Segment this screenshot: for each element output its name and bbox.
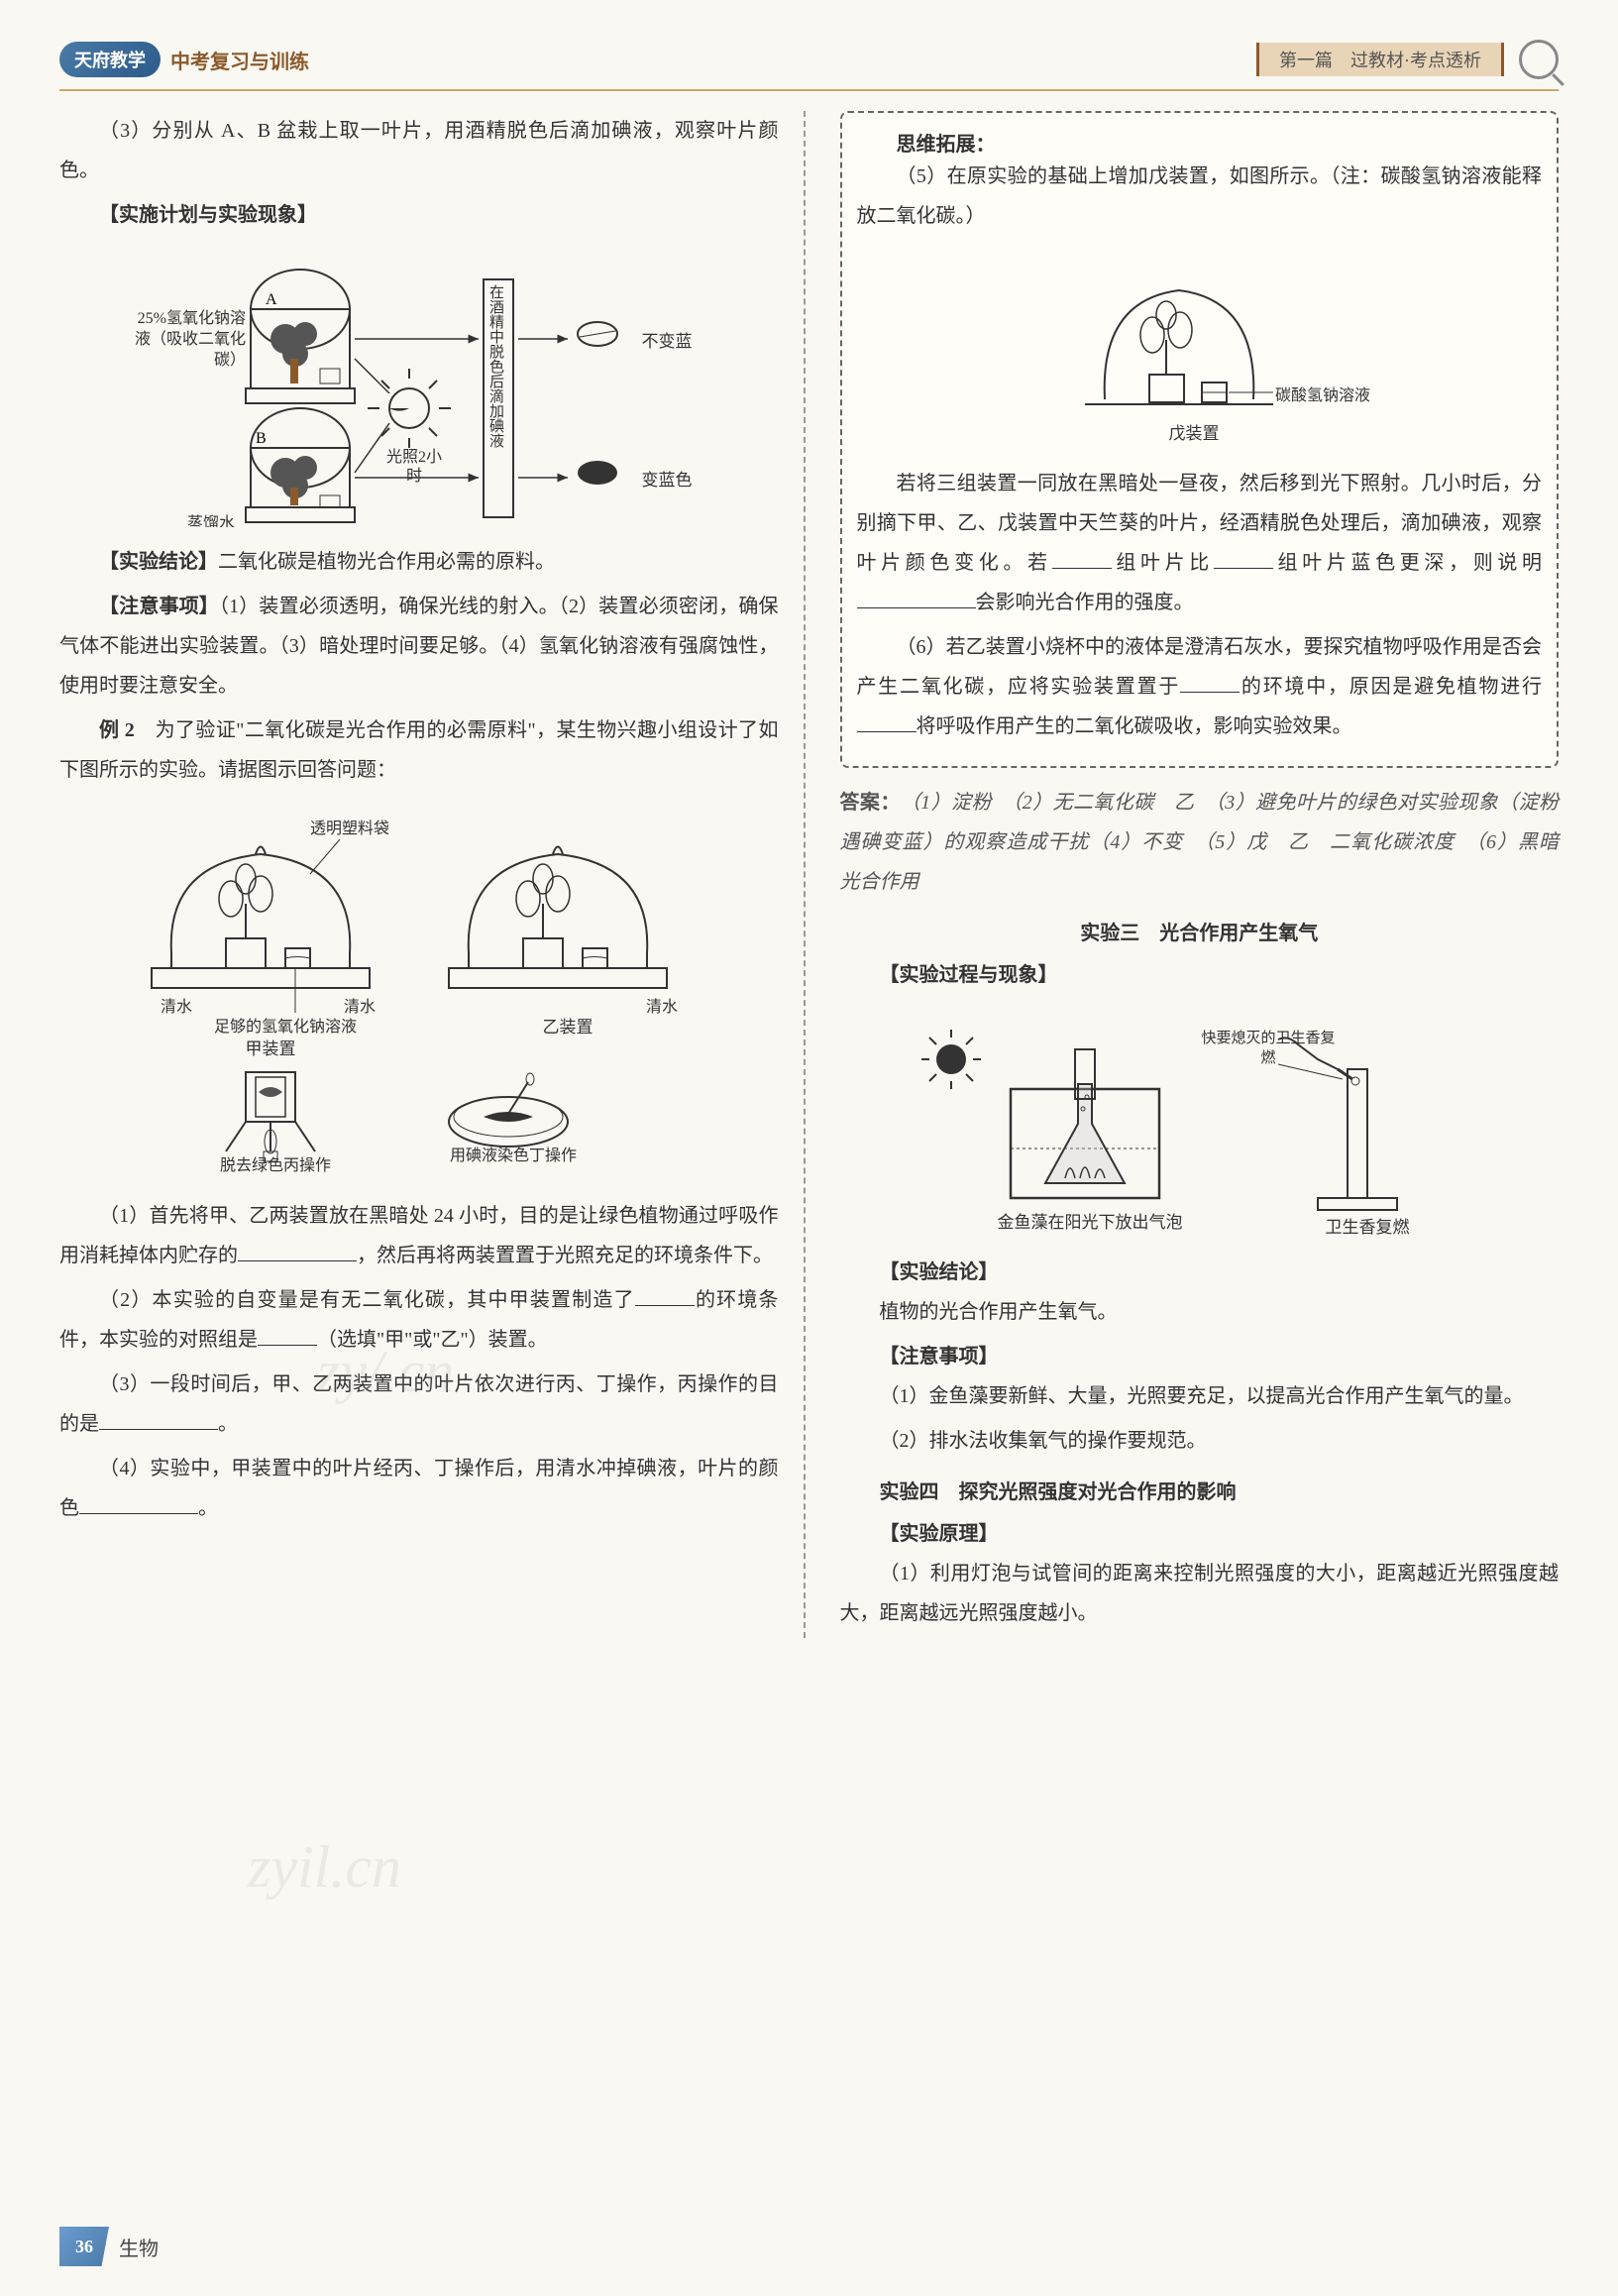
q2: （2）本实验的自变量是有无二氧化碳，其中甲装置制造了的环境条件，本实验的对照组是… [59, 1280, 779, 1360]
caption-wu: 戊装置 [1154, 419, 1234, 444]
conclusion-label: 【实验结论】 [99, 551, 218, 573]
main-content: （3）分别从 A、B 盆栽上取一叶片，用酒精脱色后滴加碘液，观察叶片颜色。 【实… [59, 111, 1559, 1638]
exp3-title: 实验三 光合作用产生氧气 [840, 917, 1560, 945]
exp3-note2: （2）排水法收集氧气的操作要规范。 [840, 1421, 1560, 1461]
subject-label: 生物 [119, 2233, 159, 2261]
q5-mid1: 组叶片比 [1112, 552, 1214, 574]
expansion-title: 思维拓展： [857, 128, 1543, 157]
diagram1-svg: A B [122, 250, 716, 527]
blank-q2b [258, 1322, 317, 1346]
blank-q6a [1180, 669, 1240, 693]
page-footer: 36 生物 [59, 2227, 159, 2266]
exp4-title: 实验四 探究光照强度对光合作用的影响 [840, 1476, 1560, 1504]
conclusion-para: 【实验结论】二氧化碳是植物光合作用必需的原料。 [59, 542, 779, 582]
blank-q2a [635, 1282, 695, 1306]
exp3-conclusion-label: 【实验结论】 [840, 1253, 1560, 1292]
label-water-yi: 清水 [637, 993, 687, 1017]
exp3-note1: （1）金鱼藻要新鲜、大量，光照要充足，以提高光合作用产生氧气的量。 [840, 1376, 1560, 1416]
caption-relight: 卫生香复燃 [1308, 1213, 1427, 1238]
left-column: （3）分别从 A、B 盆栽上取一叶片，用酒精脱色后滴加碘液，观察叶片颜色。 【实… [59, 111, 806, 1638]
label-process: 在酒精中脱色后滴加碘液 [486, 284, 504, 448]
diagram-oxygen: 快要熄灭的卫生香复燃 金鱼藻在阳光下放出气泡 卫生香复燃 [840, 1010, 1560, 1238]
notes-para: 【注意事项】（1）装置必须透明，确保光线的射入。（2）装置必须密闭，确保气体不能… [59, 587, 779, 706]
watermark2: zyil.cn [248, 1833, 401, 1902]
q5-end: 会影响光合作用的强度。 [976, 592, 1194, 613]
notes-label: 【注意事项】 [99, 596, 219, 617]
q4: （4）实验中，甲装置中的叶片经丙、丁操作后，用清水冲掉碘液，叶片的颜色。 [59, 1449, 779, 1528]
diagram3-svg: 碳酸氢钠溶液 戊装置 [1025, 251, 1372, 449]
header-right: 第一篇 过教材·考点透析 [1256, 40, 1559, 79]
answer-block: 答案：（1）淀粉 （2）无二氧化碳 乙 （3）避免叶片的绿色对实验现象（淀粉遇碘… [840, 783, 1560, 902]
exp3-conclusion: 植物的光合作用产生氧气。 [840, 1292, 1560, 1332]
answer-label: 答案： [840, 792, 901, 814]
logo-badge: 天府教学 [59, 42, 161, 77]
answer-content: （1）淀粉 （2）无二氧化碳 乙 （3）避免叶片的绿色对实验现象（淀粉遇碘变蓝）… [840, 792, 1579, 893]
label-light: 光照2小时 [384, 448, 444, 486]
page-container: 天府教学 中考复习与训练 第一篇 过教材·考点透析 （3）分别从 A、B 盆栽上… [0, 0, 1618, 2296]
chapter-label: 第一篇 过教材·考点透析 [1256, 43, 1504, 76]
caption-bubble: 金鱼藻在阳光下放出气泡 [981, 1208, 1199, 1233]
expansion-box: 思维拓展： （5）在原实验的基础上增加戊装置，如图所示。（注：碳酸氢钠溶液能释放… [840, 111, 1560, 768]
label-b: B [256, 430, 267, 447]
label-jia: 甲装置 [231, 1035, 310, 1059]
q6-mid: 的环境中，原因是避免植物进行 [1240, 676, 1542, 698]
q2-end: （选填"甲"或"乙"）装置。 [317, 1329, 548, 1351]
q3: （3）一段时间后，甲、乙两装置中的叶片依次进行丙、丁操作，丙操作的目的是。 [59, 1365, 779, 1444]
blank-q6b [857, 709, 917, 732]
example2-text: 为了验证"二氧化碳是光合作用的必需原料"，某生物兴趣小组设计了如下图所示的实验。… [59, 719, 779, 781]
q6-body: （6）若乙装置小烧杯中的液体是澄清石灰水，要探究植物呼吸作用是否会产生二氧化碳，… [857, 627, 1543, 746]
label-yi: 乙装置 [528, 1013, 607, 1038]
diagram2-svg: 透明塑料袋 清水 清水 清水 足够的氢氧化钠溶液 [112, 805, 726, 1181]
magnifier-icon [1519, 40, 1559, 79]
example2-label: 例 2 [99, 719, 135, 741]
label-incense: 快要熄灭的卫生香复燃 [1199, 1030, 1338, 1068]
label-distilled: 蒸馏水 [171, 509, 251, 527]
blank-q1 [238, 1238, 357, 1261]
q5-intro: （5）在原实验的基础上增加戊装置，如图所示。（注：碳酸氢钠溶液能释放二氧化碳。） [857, 157, 1543, 236]
exp3-process-label: 【实验过程与现象】 [840, 955, 1560, 995]
q5-mid2: 组叶片蓝色更深，则说明 [1273, 552, 1542, 574]
blank-q5c [857, 585, 976, 608]
conclusion-text: 二氧化碳是植物光合作用必需的原料。 [218, 551, 555, 573]
exp4-principle: （1）利用灯泡与试管间的距离来控制光照强度的大小，距离越近光照强度越大，距离越远… [840, 1554, 1560, 1633]
result-no-blue: 不变蓝 [627, 327, 706, 352]
diagram-experiment2: 透明塑料袋 清水 清水 清水 足够的氢氧化钠溶液 [59, 805, 779, 1181]
label-bing: 脱去绿色丙操作 [211, 1156, 340, 1177]
page-number: 36 [59, 2227, 109, 2266]
q2-text: （2）本实验的自变量是有无二氧化碳，其中甲装置制造了 [99, 1289, 635, 1311]
q5-body: 若将三组装置一同放在黑暗处一昼夜，然后移到光下照射。几小时后，分别摘下甲、乙、戊… [857, 464, 1543, 622]
diagram4-svg: 快要熄灭的卫生香复燃 金鱼藻在阳光下放出气泡 卫生香复燃 [902, 1010, 1496, 1238]
diagram-experiment1: A B [59, 250, 779, 527]
q1: （1）首先将甲、乙两装置放在黑暗处 24 小时，目的是让绿色植物通过呼吸作用消耗… [59, 1196, 779, 1275]
header-left: 天府教学 中考复习与训练 [59, 42, 309, 77]
page-header: 天府教学 中考复习与训练 第一篇 过教材·考点透析 [59, 40, 1559, 91]
label-nahco3: 碳酸氢钠溶液 [1268, 382, 1372, 405]
label-naoh: 25%氢氧化钠溶液（吸收二氧化碳） [122, 309, 246, 371]
exp4-principle-label: 【实验原理】 [840, 1514, 1560, 1554]
label-naoh-enough: 足够的氢氧化钠溶液 [186, 1013, 384, 1037]
q1-end: 然后再将两装置置于光照充足的环境条件下。 [377, 1245, 773, 1266]
label-ding: 用碘液染色丁操作 [449, 1147, 578, 1167]
blank-q5b [1214, 545, 1273, 569]
label-a: A [266, 291, 277, 308]
q6-end: 将呼吸作用产生的二氧化碳吸收，影响实验效果。 [917, 715, 1352, 737]
label-bag: 透明塑料袋 [290, 815, 409, 838]
blank-q3 [99, 1406, 218, 1430]
exp3-notes-label: 【注意事项】 [840, 1337, 1560, 1376]
right-column: 思维拓展： （5）在原实验的基础上增加戊装置，如图所示。（注：碳酸氢钠溶液能释放… [835, 111, 1560, 1638]
blank-q5a [1052, 545, 1112, 569]
blank-q4 [79, 1490, 198, 1514]
section-plan: 【实施计划与实验现象】 [59, 195, 779, 235]
header-title: 中考复习与训练 [170, 46, 309, 74]
example2-para: 例 2 为了验证"二氧化碳是光合作用的必需原料"，某生物兴趣小组设计了如下图所示… [59, 711, 779, 790]
para-step3: （3）分别从 A、B 盆栽上取一叶片，用酒精脱色后滴加碘液，观察叶片颜色。 [59, 111, 779, 190]
result-blue: 变蓝色 [627, 466, 706, 491]
diagram-wu: 碳酸氢钠溶液 戊装置 [857, 251, 1543, 449]
